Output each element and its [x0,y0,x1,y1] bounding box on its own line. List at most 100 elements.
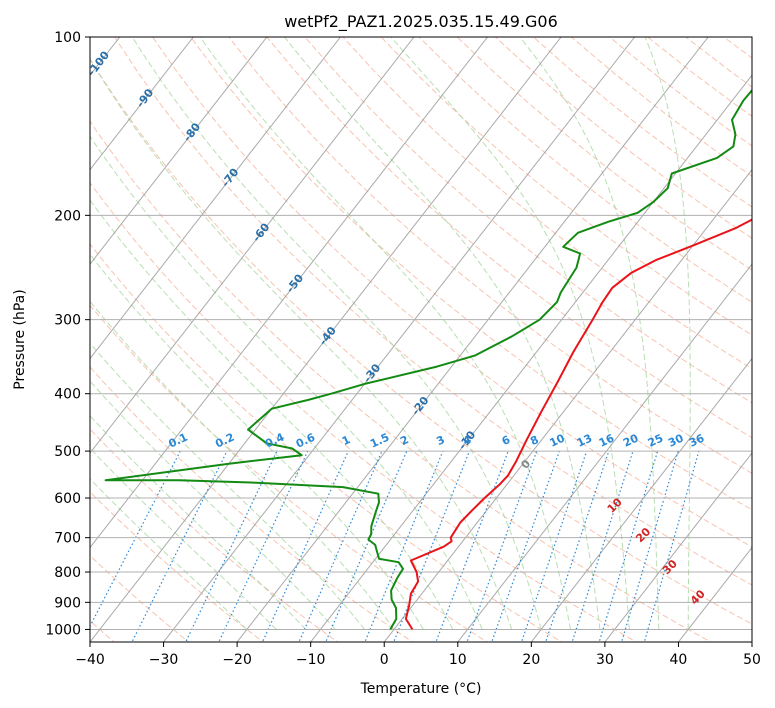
x-tick-label: 30 [596,652,614,668]
mixing-ratio-label: 16 [597,431,617,449]
y-axis: 1000 900 800 700 600 500 400 300 200 100 [45,30,90,638]
isotherm-line [310,74,752,642]
x-tick-label: 20 [522,652,540,668]
y-tick-label: 200 [54,208,81,224]
dry-adiabat [90,243,563,642]
moist-adiabat [90,135,483,630]
isotherm-label: -70 [219,166,242,190]
isotherm-line [90,37,415,454]
mixing-ratio-label: 36 [687,431,707,449]
isotherm-line [90,37,562,642]
dry-adiabat [90,304,488,642]
x-tick-label: 10 [449,652,467,668]
dry-adiabat [380,37,752,336]
dry-adiabat [90,57,752,625]
dry-adiabat [90,366,414,642]
isotherm-line [383,168,752,642]
mixing-ratio-label: 3 [434,433,446,448]
isotherm-line [457,263,752,642]
isotherm-label: -80 [181,120,204,144]
mixing-ratio-label: 0.2 [213,431,236,451]
dry-adiabat [90,491,265,642]
dry-adiabat [90,428,339,642]
moist-adiabat [90,199,454,630]
isotherm-label: -90 [134,86,157,110]
mixing-ratio-label: 1 [340,433,352,448]
mixing-ratio-label: 8 [528,433,540,448]
mixing-ratio-line [298,450,383,642]
x-tick-label: 0 [380,652,389,668]
isotherm-line [236,37,709,642]
dry-adiabat [685,37,752,88]
x-tick-label: 40 [670,652,688,668]
moist-adiabat [90,447,277,630]
mixing-ratio-line [90,450,181,628]
dry-adiabat [152,37,752,548]
isotherm-line [90,37,194,171]
mixing-ratio-label: 0.6 [294,430,317,450]
isotherm-line [90,37,488,549]
moist-adiabat [199,37,571,630]
mixing-ratio-line [491,450,560,642]
moist-adiabat [90,253,424,630]
y-tick-label: 600 [54,491,81,507]
moist-adiabat [90,478,248,630]
moist-adiabat [90,58,513,630]
mixing-ratio-label: 0.1 [167,431,190,451]
mixing-ratio-line [643,450,700,642]
mixing-ratio-label: 6 [500,433,513,448]
isotherm-label: -50 [284,271,307,295]
isotherm-line [90,37,341,360]
dewpoint-profile-line [104,88,752,630]
mixing-ratio-label: 13 [575,432,594,450]
mixing-ratio-line [325,450,408,642]
mixing-ratio-line [364,450,444,642]
isotherm-label: -100 [85,48,112,78]
mixing-ratio-label: 25 [646,432,665,450]
y-tick-label: 300 [54,313,81,329]
moist-adiabat [519,37,660,630]
chart-title: wetPf2_PAZ1.2025.035.15.49.G06 [284,12,558,32]
plot-frame [89,36,753,643]
moist-adiabat [131,37,542,630]
y-tick-label: 700 [54,531,81,547]
y-tick-label: 100 [54,30,81,46]
dry-adiabat [762,37,775,644]
mixing-ratio-label: 20 [621,431,641,449]
isotherm-line [604,452,752,642]
moist-adiabat [90,342,365,630]
mixing-ratio-line [571,450,634,642]
line-annotations: -100-90-80-70-60-50-40-30-20-10010203040… [85,48,708,607]
mixing-ratio-line [598,450,659,642]
y-tick-label: 1000 [45,622,81,638]
isotherm-line [751,641,752,642]
mixing-ratio-line [466,450,538,642]
y-tick-label: 800 [54,565,81,581]
mixing-ratio-label: 30 [666,431,686,449]
dry-adiabat [418,37,752,303]
y-axis-title: Pressure (hPa) [12,289,28,389]
moist-adiabat-label: 20 [633,525,653,545]
moist-adiabat [90,300,395,630]
x-axis-title: Temperature (°C) [360,681,482,697]
x-tick-label: −30 [149,652,179,668]
moist-adiabat [90,380,336,630]
dry-adiabat [304,37,752,404]
moist-adiabat [390,37,630,630]
dry-adiabat [266,37,752,439]
x-tick-label: −40 [75,652,105,668]
isotherm-line [163,37,636,642]
mixing-ratio-line [393,450,471,642]
isotherm-label: -30 [361,361,384,385]
mixing-ratio-line [620,450,679,642]
x-tick-label: −20 [222,652,252,668]
y-tick-label: 400 [54,387,81,403]
x-axis: −40 −30 −20 −10 0 10 20 30 40 50 [75,642,761,668]
mixing-ratio-line [261,450,349,642]
moist-adiabat [644,37,691,630]
dry-adiabat [571,37,752,177]
mixing-ratio-label: 2 [398,433,410,448]
dry-adiabat [190,37,752,511]
y-tick-label: 500 [54,444,81,460]
x-tick-label: −10 [296,652,326,668]
